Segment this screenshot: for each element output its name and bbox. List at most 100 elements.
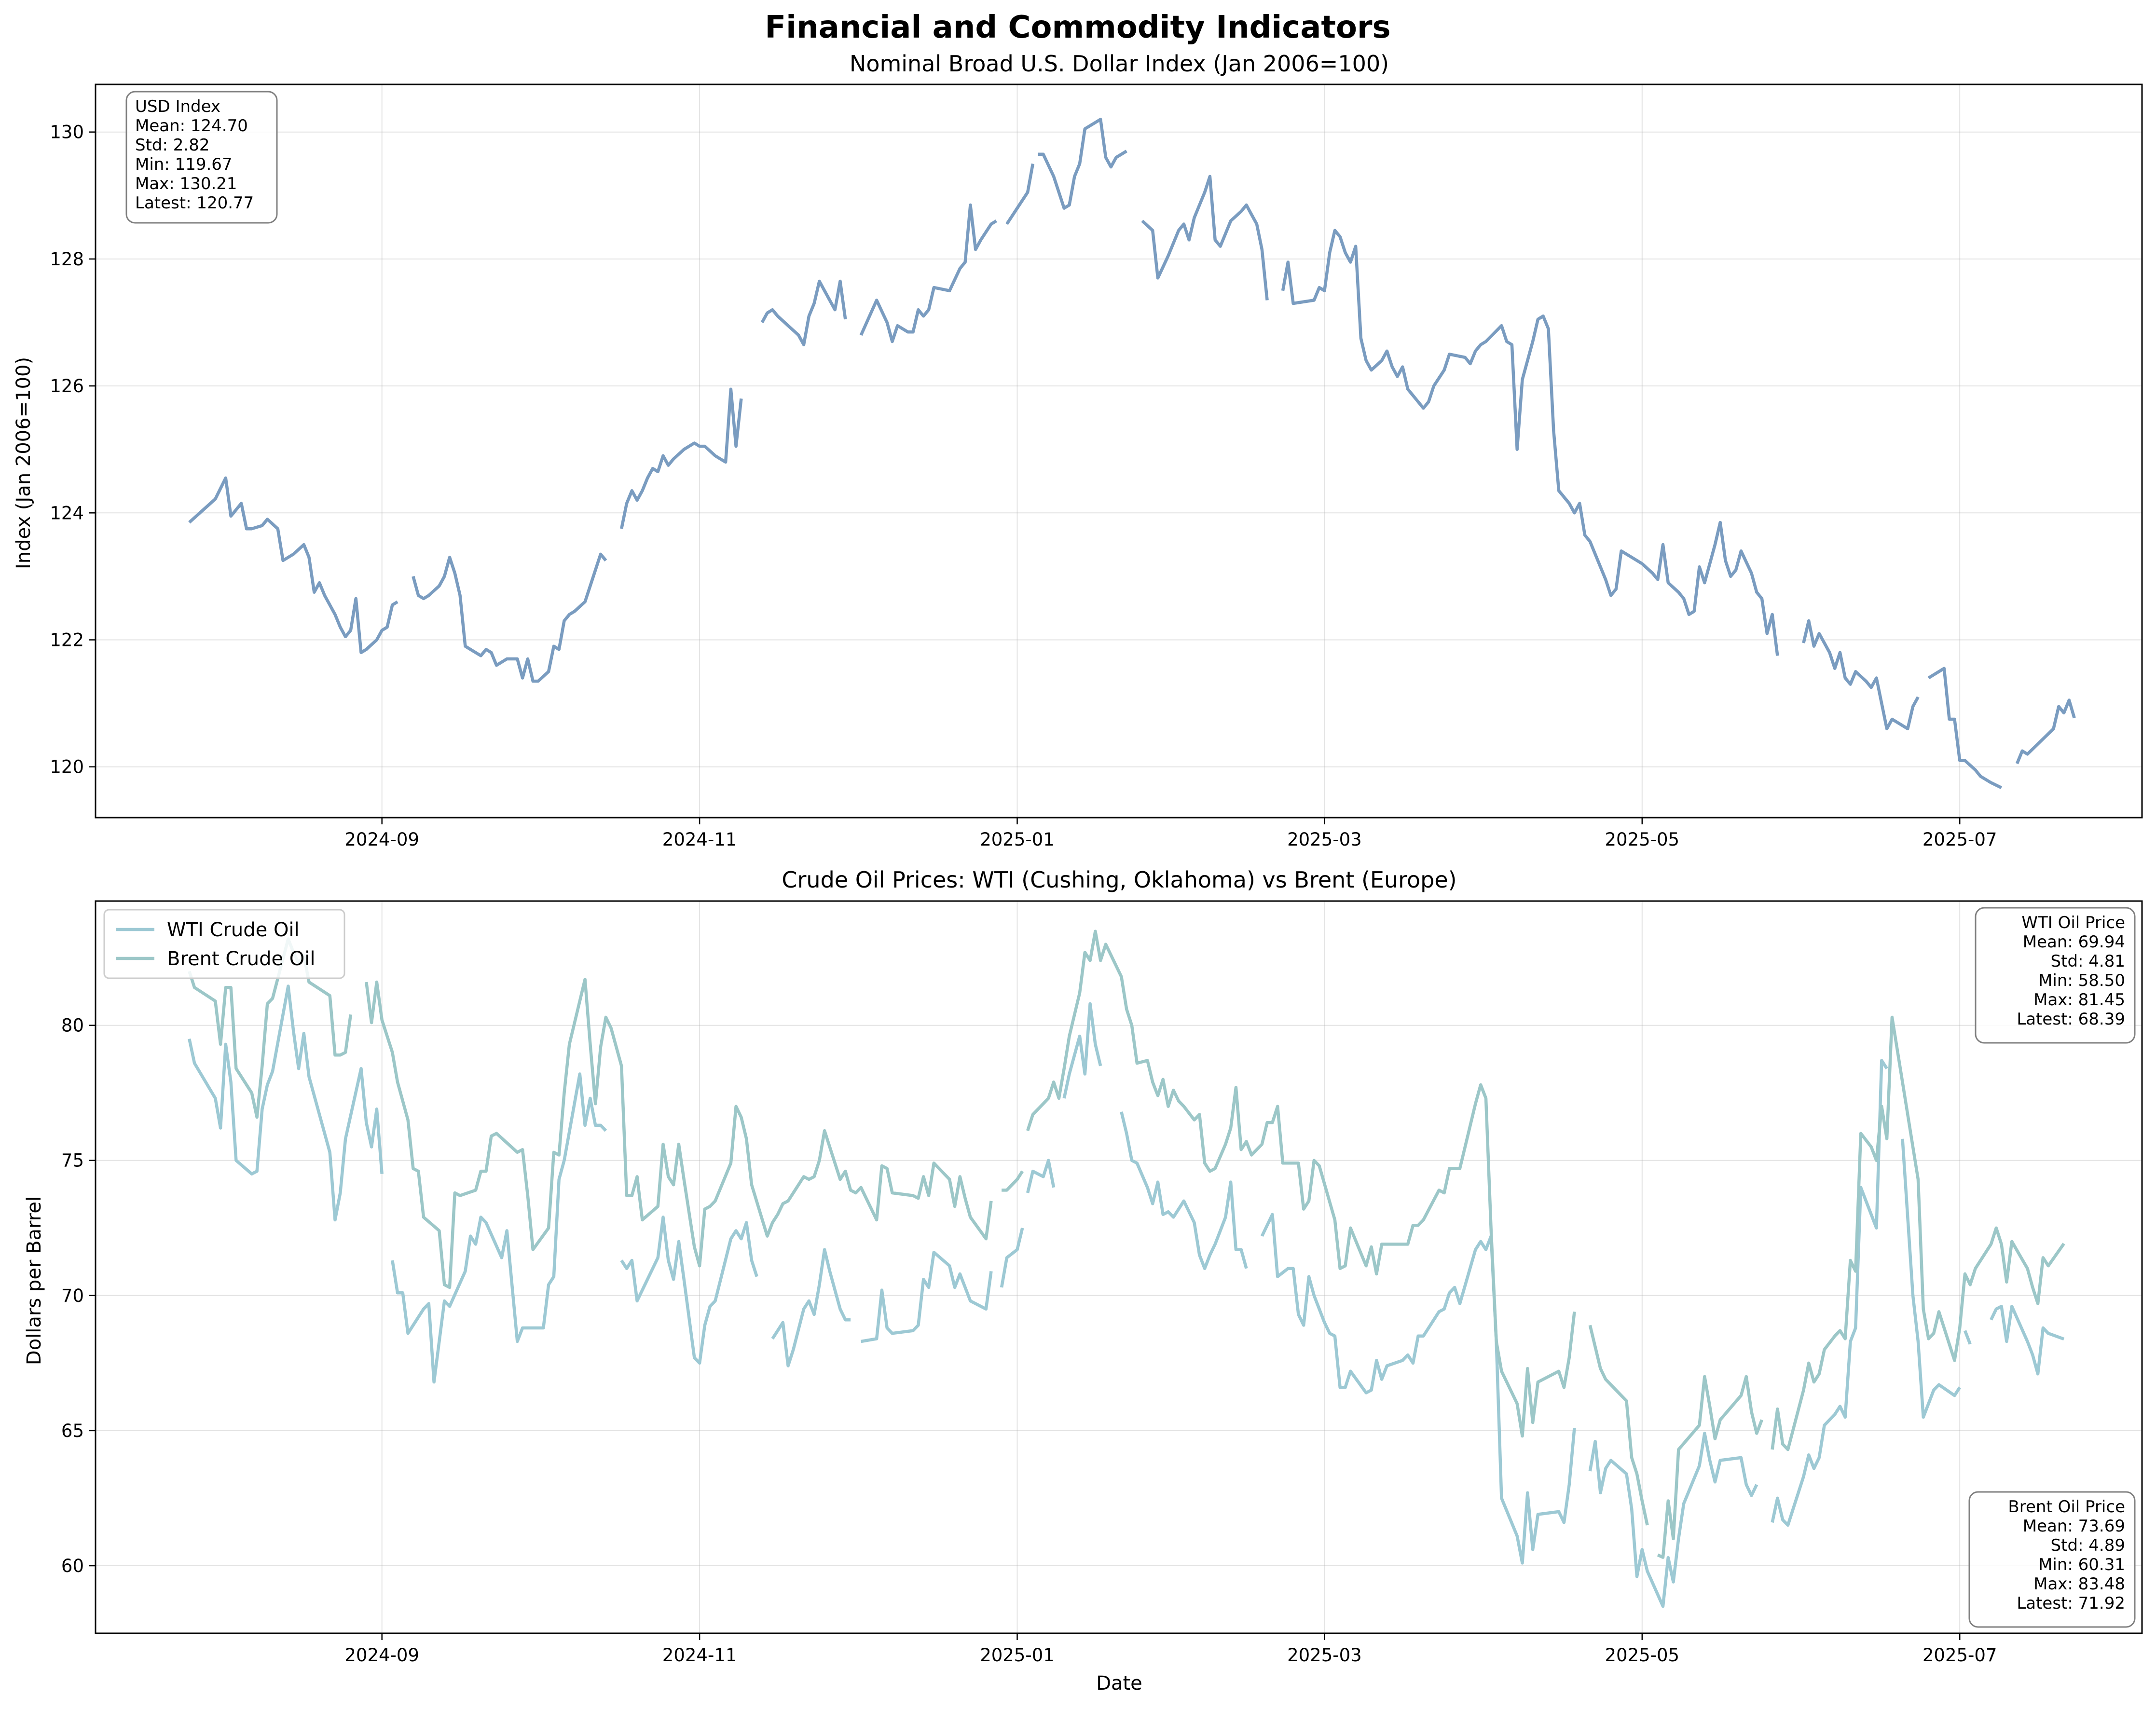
wti-crude-oil-line-segment — [1260, 1213, 1576, 1565]
oil-y-tick-label: 65 — [61, 1421, 84, 1441]
wti-crude-oil-line-segment — [1901, 1138, 1961, 1419]
usd-series-lines — [188, 118, 2076, 790]
usd-x-tick-label: 2025-01 — [980, 829, 1055, 850]
usd-index-line-segment — [412, 552, 607, 683]
usd-x-axis: 2024-09 2024-11 2025-01 2025-03 2025-05 2025-… — [344, 818, 1997, 850]
usd-y-tick-label: 124 — [50, 503, 84, 523]
usd-y-tick-label: 120 — [50, 757, 84, 778]
brent-crude-oil-line-segment — [1026, 930, 1576, 1438]
usd-index-line-segment — [1141, 175, 1269, 301]
wti-stats-line: Min: 58.50 — [2038, 971, 2125, 990]
usd-x-tick-label: 2025-05 — [1605, 829, 1679, 850]
oil-y-axis-label: Dollars per Barrel — [23, 1196, 45, 1365]
wti-crude-oil-line-segment — [1026, 1159, 1056, 1193]
usd-y-tick-label: 122 — [50, 630, 84, 651]
oil-panel-title: Crude Oil Prices: WTI (Cushing, Oklahoma… — [782, 867, 1456, 893]
usd-y-tick-label: 128 — [50, 249, 84, 270]
usd-x-tick-label: 2025-07 — [1923, 829, 1997, 850]
usd-index-line-segment — [188, 476, 398, 655]
usd-index-line-segment — [859, 203, 997, 343]
usd-index-panel: Nominal Broad U.S. Dollar Index (Jan 200… — [13, 51, 2143, 850]
oil-x-axis: 2024-09 2024-11 2025-01 2025-03 2025-05 2025-… — [344, 1633, 1997, 1666]
brent-crude-oil-line-segment — [188, 937, 353, 1119]
usd-stats-line: Min: 119.67 — [135, 155, 233, 174]
oil-y-tick-label: 80 — [61, 1015, 84, 1036]
wti-crude-oil-line-segment — [1120, 1111, 1248, 1271]
usd-plot-frame — [95, 83, 2143, 819]
legend-wti-label: WTI Crude Oil — [167, 919, 300, 941]
usd-x-tick-label: 2025-03 — [1287, 829, 1362, 850]
wti-crude-oil-line-segment — [1771, 1059, 1888, 1527]
legend-brent-label: Brent Crude Oil — [167, 948, 316, 970]
wti-stats-line: Std: 4.81 — [2051, 952, 2125, 971]
wti-stats-line: WTI Oil Price — [2021, 913, 2125, 932]
oil-y-tick-label: 60 — [61, 1556, 84, 1576]
usd-stats-line: Latest: 120.77 — [135, 193, 254, 213]
usd-stats-box: USD Index Mean: 124.70 Std: 2.82 Min: 11… — [125, 91, 278, 224]
oil-y-tick-label: 70 — [61, 1285, 84, 1306]
oil-x-tick-label: 2024-11 — [662, 1645, 737, 1666]
usd-index-line-segment — [1005, 163, 1035, 225]
usd-stats-line: USD Index — [135, 97, 220, 116]
oil-gridlines — [96, 901, 2142, 1633]
oil-series-lines — [188, 930, 2065, 1608]
oil-x-tick-label: 2025-07 — [1923, 1645, 1997, 1666]
brent-crude-oil-line-segment — [1771, 1015, 2065, 1451]
usd-gridlines — [96, 84, 2142, 818]
wti-stats-line: Mean: 69.94 — [2023, 932, 2125, 952]
oil-y-axis: 60 65 70 75 80 — [61, 1015, 96, 1576]
wti-crude-oil-line-segment — [1588, 1432, 1758, 1608]
brent-stats-box: Brent Oil Price Mean: 73.69 Std: 4.89 Mi… — [1968, 1491, 2136, 1628]
wti-stats-line: Max: 81.45 — [2033, 990, 2125, 1010]
usd-y-tick-label: 126 — [50, 376, 84, 396]
wti-stats-line: Latest: 68.39 — [2017, 1010, 2125, 1029]
usd-x-tick-label: 2024-11 — [662, 829, 737, 850]
brent-stats-line: Min: 60.31 — [2038, 1555, 2125, 1574]
wti-crude-oil-line-segment — [1062, 1002, 1102, 1099]
brent-stats-line: Mean: 73.69 — [2023, 1517, 2125, 1536]
usd-stats-line: Max: 130.21 — [135, 174, 237, 193]
usd-stats-line: Std: 2.82 — [135, 136, 209, 155]
oil-x-tick-label: 2024-09 — [344, 1645, 419, 1666]
oil-x-tick-label: 2025-01 — [980, 1645, 1055, 1666]
wti-crude-oil-line-segment — [620, 1216, 758, 1365]
wti-crude-oil-line-segment — [861, 1250, 993, 1343]
brent-crude-oil-line-segment — [365, 978, 993, 1289]
usd-index-line-segment — [1281, 229, 1779, 656]
oil-x-tick-label: 2025-03 — [1287, 1645, 1362, 1666]
oil-x-axis-label: Date — [1096, 1672, 1142, 1695]
brent-stats-line: Brent Oil Price — [2008, 1497, 2125, 1517]
brent-crude-oil-line-segment — [1002, 1170, 1024, 1192]
brent-crude-oil-line-segment — [1588, 1325, 1649, 1526]
wti-crude-oil-line-segment — [1000, 1228, 1024, 1288]
usd-stats-line: Mean: 124.70 — [135, 116, 248, 136]
usd-x-tick-label: 2024-09 — [344, 829, 419, 850]
wti-crude-oil-line-segment — [1963, 1330, 1972, 1345]
figure-title: Financial and Commodity Indicators — [765, 10, 1390, 45]
oil-x-tick-label: 2025-05 — [1605, 1645, 1679, 1666]
oil-price-panel: Crude Oil Prices: WTI (Cushing, Oklahoma… — [23, 867, 2143, 1695]
wti-crude-oil-line-segment — [1990, 1304, 2065, 1376]
usd-y-axis: 120 122 124 126 128 130 — [50, 122, 96, 778]
oil-plot-frame — [95, 900, 2143, 1634]
usd-index-line-segment — [2015, 698, 2076, 765]
wti-crude-oil-line-segment — [391, 1072, 607, 1384]
wti-stats-box: WTI Oil Price Mean: 69.94 Std: 4.81 Min:… — [1975, 907, 2136, 1044]
usd-index-line-segment — [620, 387, 743, 529]
usd-y-tick-label: 130 — [50, 122, 84, 143]
wti-crude-oil-line-segment — [188, 984, 384, 1222]
usd-index-line-segment — [1927, 667, 2003, 790]
usd-panel-title: Nominal Broad U.S. Dollar Index (Jan 200… — [850, 51, 1389, 77]
brent-crude-oil-line-segment — [1657, 1375, 1764, 1559]
usd-y-axis-label: Index (Jan 2006=100) — [13, 357, 35, 569]
oil-legend: WTI Crude Oil Brent Crude Oil — [103, 909, 345, 979]
brent-stats-line: Std: 4.89 — [2051, 1536, 2125, 1555]
oil-y-tick-label: 75 — [61, 1150, 84, 1171]
brent-stats-line: Latest: 71.92 — [2017, 1594, 2125, 1613]
brent-stats-line: Max: 83.48 — [2033, 1574, 2125, 1594]
usd-index-line-segment — [1802, 619, 1920, 731]
usd-index-line-segment — [760, 279, 847, 346]
usd-index-line-segment — [1038, 118, 1127, 210]
wti-crude-oil-line-segment — [771, 1248, 851, 1367]
